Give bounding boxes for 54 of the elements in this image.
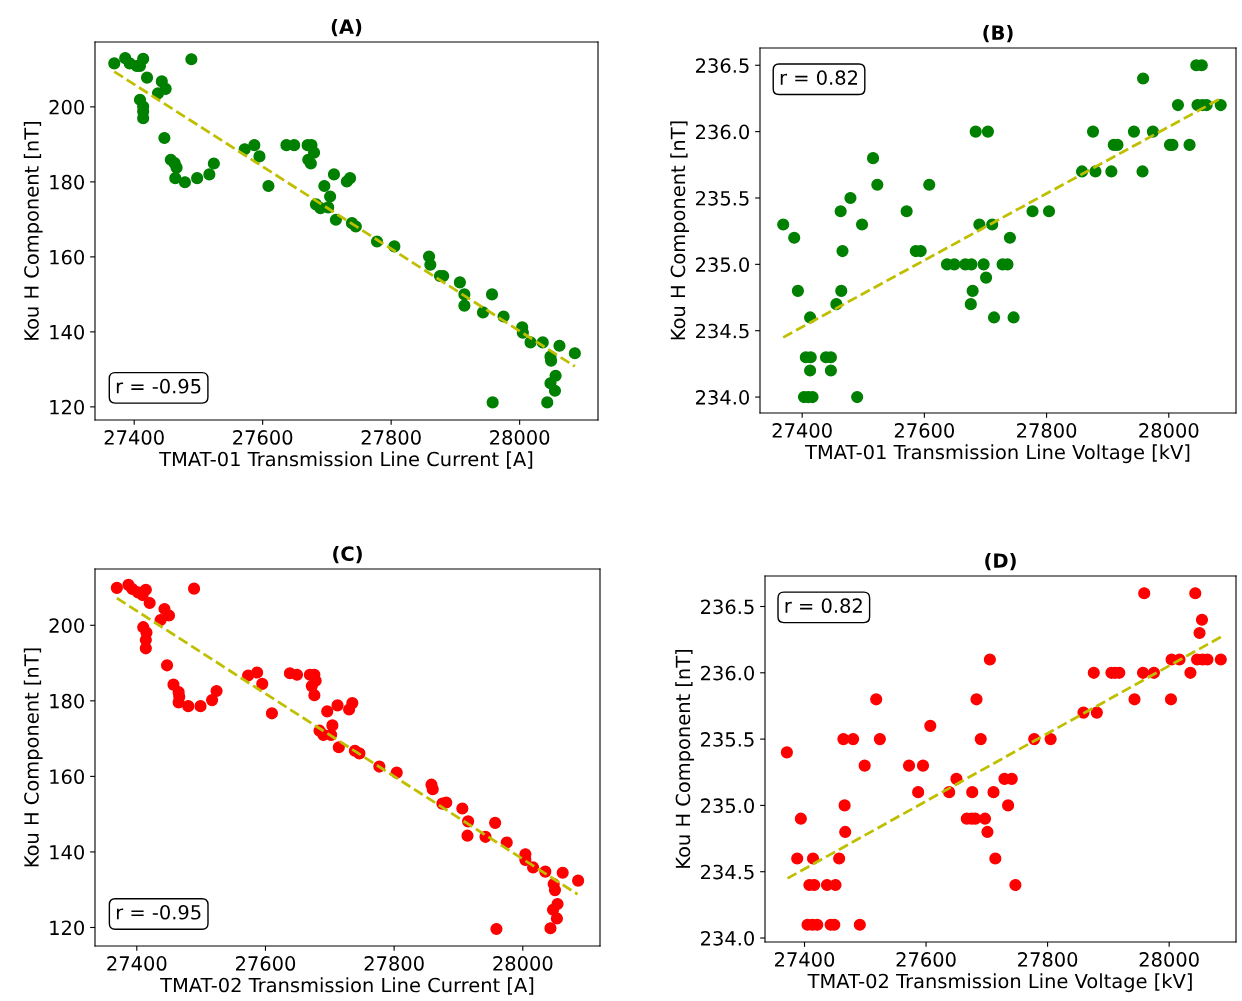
x-tick-label: 27600: [235, 956, 296, 971]
y-tick-label: 236.5: [696, 58, 749, 73]
x-tick-label: 27800: [364, 956, 424, 971]
x-tick-label: 28000: [1139, 952, 1199, 967]
annotation: r = -0.95: [116, 378, 201, 394]
chart-title: (A): [331, 18, 362, 37]
annotation: r = 0.82: [785, 598, 862, 614]
y-tick-label: 235.5: [701, 732, 754, 747]
y-tick-label: 235.0: [701, 798, 754, 814]
y-tick-label: 140: [50, 324, 84, 340]
y-tick-label: 180: [50, 693, 84, 709]
y-tick-label: 235.5: [696, 190, 749, 206]
x-tick-label: 27400: [107, 956, 167, 971]
chart-title: (C): [333, 545, 362, 564]
annotation: r = -0.95: [116, 904, 201, 920]
x-tick-label: 28000: [1139, 423, 1199, 438]
chart-title: (D): [985, 552, 1016, 571]
y-tick-label: 236.0: [696, 124, 749, 140]
y-tick-label: 180: [50, 174, 84, 190]
x-tick-label: 27400: [775, 952, 835, 967]
y-tick-label: 234.5: [701, 864, 754, 880]
y-axis-title: Kou H Component [nT]: [670, 121, 690, 340]
x-tick-label: 27600: [896, 952, 956, 967]
x-tick-label: 28000: [490, 430, 550, 445]
y-tick-label: 140: [50, 844, 84, 860]
y-tick-label: 160: [50, 769, 84, 785]
y-tick-label: 200: [49, 618, 84, 633]
y-tick-label: 120: [50, 920, 84, 936]
y-axis-title: Kou H Component [nT]: [23, 648, 43, 867]
y-tick-label: 160: [50, 249, 84, 265]
y-tick-label: 120: [50, 399, 84, 415]
x-tick-label: 27600: [894, 423, 955, 438]
chart-title: (B): [983, 24, 1013, 43]
annotation: r = 0.82: [780, 70, 858, 85]
x-tick-label: 27400: [104, 430, 164, 445]
x-tick-label: 27600: [233, 430, 293, 445]
y-tick-label: 234.5: [696, 323, 749, 339]
y-axis-title: Kou H Component [nT]: [23, 121, 43, 340]
x-tick-label: 27800: [1017, 423, 1077, 438]
x-axis-title: TMAT-02 Transmission Line Current [A]: [160, 977, 534, 995]
y-tick-label: 235.0: [696, 257, 749, 273]
y-tick-label: 236.0: [701, 665, 754, 681]
y-tick-label: 234.0: [696, 390, 749, 405]
x-tick-label: 27400: [772, 423, 832, 438]
x-tick-label: 28000: [493, 956, 553, 971]
y-axis-title: Kou H Component [nT]: [675, 649, 695, 868]
x-axis-title: TMAT-01 Transmission Line Current [A]: [159, 451, 533, 469]
y-tick-label: 200: [49, 99, 84, 115]
y-tick-label: 236.5: [701, 599, 754, 615]
x-tick-label: 27800: [361, 430, 421, 445]
x-axis-title: TMAT-02 Transmission Line Voltage [kV]: [807, 973, 1192, 993]
y-tick-label: 234.0: [701, 930, 754, 946]
x-axis-title: TMAT-01 Transmission Line Voltage [kV]: [805, 444, 1190, 464]
x-tick-label: 27800: [1018, 952, 1078, 967]
